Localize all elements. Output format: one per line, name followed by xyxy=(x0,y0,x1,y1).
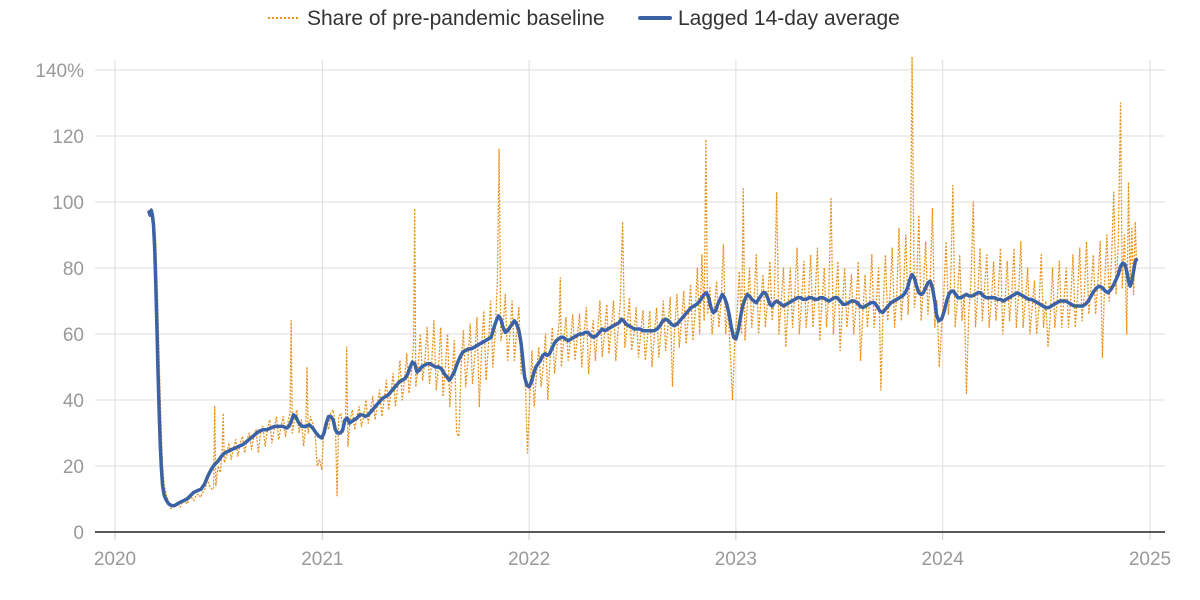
y-tick-label: 60 xyxy=(63,325,84,346)
x-tick-label: 2024 xyxy=(922,549,965,570)
y-tick-label: 100 xyxy=(52,193,84,214)
series-layer xyxy=(147,56,1139,510)
y-tick-label: 0 xyxy=(73,523,84,544)
legend: Share of pre-pandemic baseline Lagged 14… xyxy=(268,7,900,30)
y-tick-label: 140% xyxy=(35,61,84,82)
x-tick-label: 2023 xyxy=(715,549,757,570)
x-tick-label: 2021 xyxy=(301,549,343,570)
series-line-baseline xyxy=(148,56,1138,510)
y-tick-label: 80 xyxy=(63,259,84,280)
x-tick-label: 2025 xyxy=(1129,549,1171,570)
legend-label-average: Lagged 14-day average xyxy=(678,7,900,30)
x-tick-label: 2022 xyxy=(508,549,550,570)
grid-lines xyxy=(95,60,1165,532)
series-line-average xyxy=(147,208,1139,508)
x-tick-label: 2020 xyxy=(94,549,136,570)
y-tick-label: 40 xyxy=(63,391,84,412)
y-tick-label: 120 xyxy=(52,127,84,148)
y-tick-label: 20 xyxy=(63,457,84,478)
axes: 0 20 40 60 80 100 120 140% 2020 2021 2022 2023 2024 2… xyxy=(35,61,1171,570)
legend-label-baseline: Share of pre-pandemic baseline xyxy=(307,7,605,30)
